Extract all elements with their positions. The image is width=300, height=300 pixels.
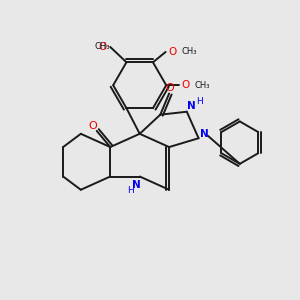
Text: H: H [128, 186, 134, 195]
Text: O: O [169, 47, 177, 57]
Text: CH₃: CH₃ [94, 43, 110, 52]
Text: O: O [182, 80, 190, 90]
Text: N: N [188, 101, 196, 111]
Text: N: N [132, 180, 140, 190]
Text: O: O [88, 121, 97, 130]
Text: O: O [98, 42, 106, 52]
Text: CH₃: CH₃ [195, 81, 210, 90]
Text: O: O [165, 83, 174, 94]
Text: N: N [200, 129, 209, 139]
Text: H: H [196, 97, 203, 106]
Text: CH₃: CH₃ [182, 47, 197, 56]
